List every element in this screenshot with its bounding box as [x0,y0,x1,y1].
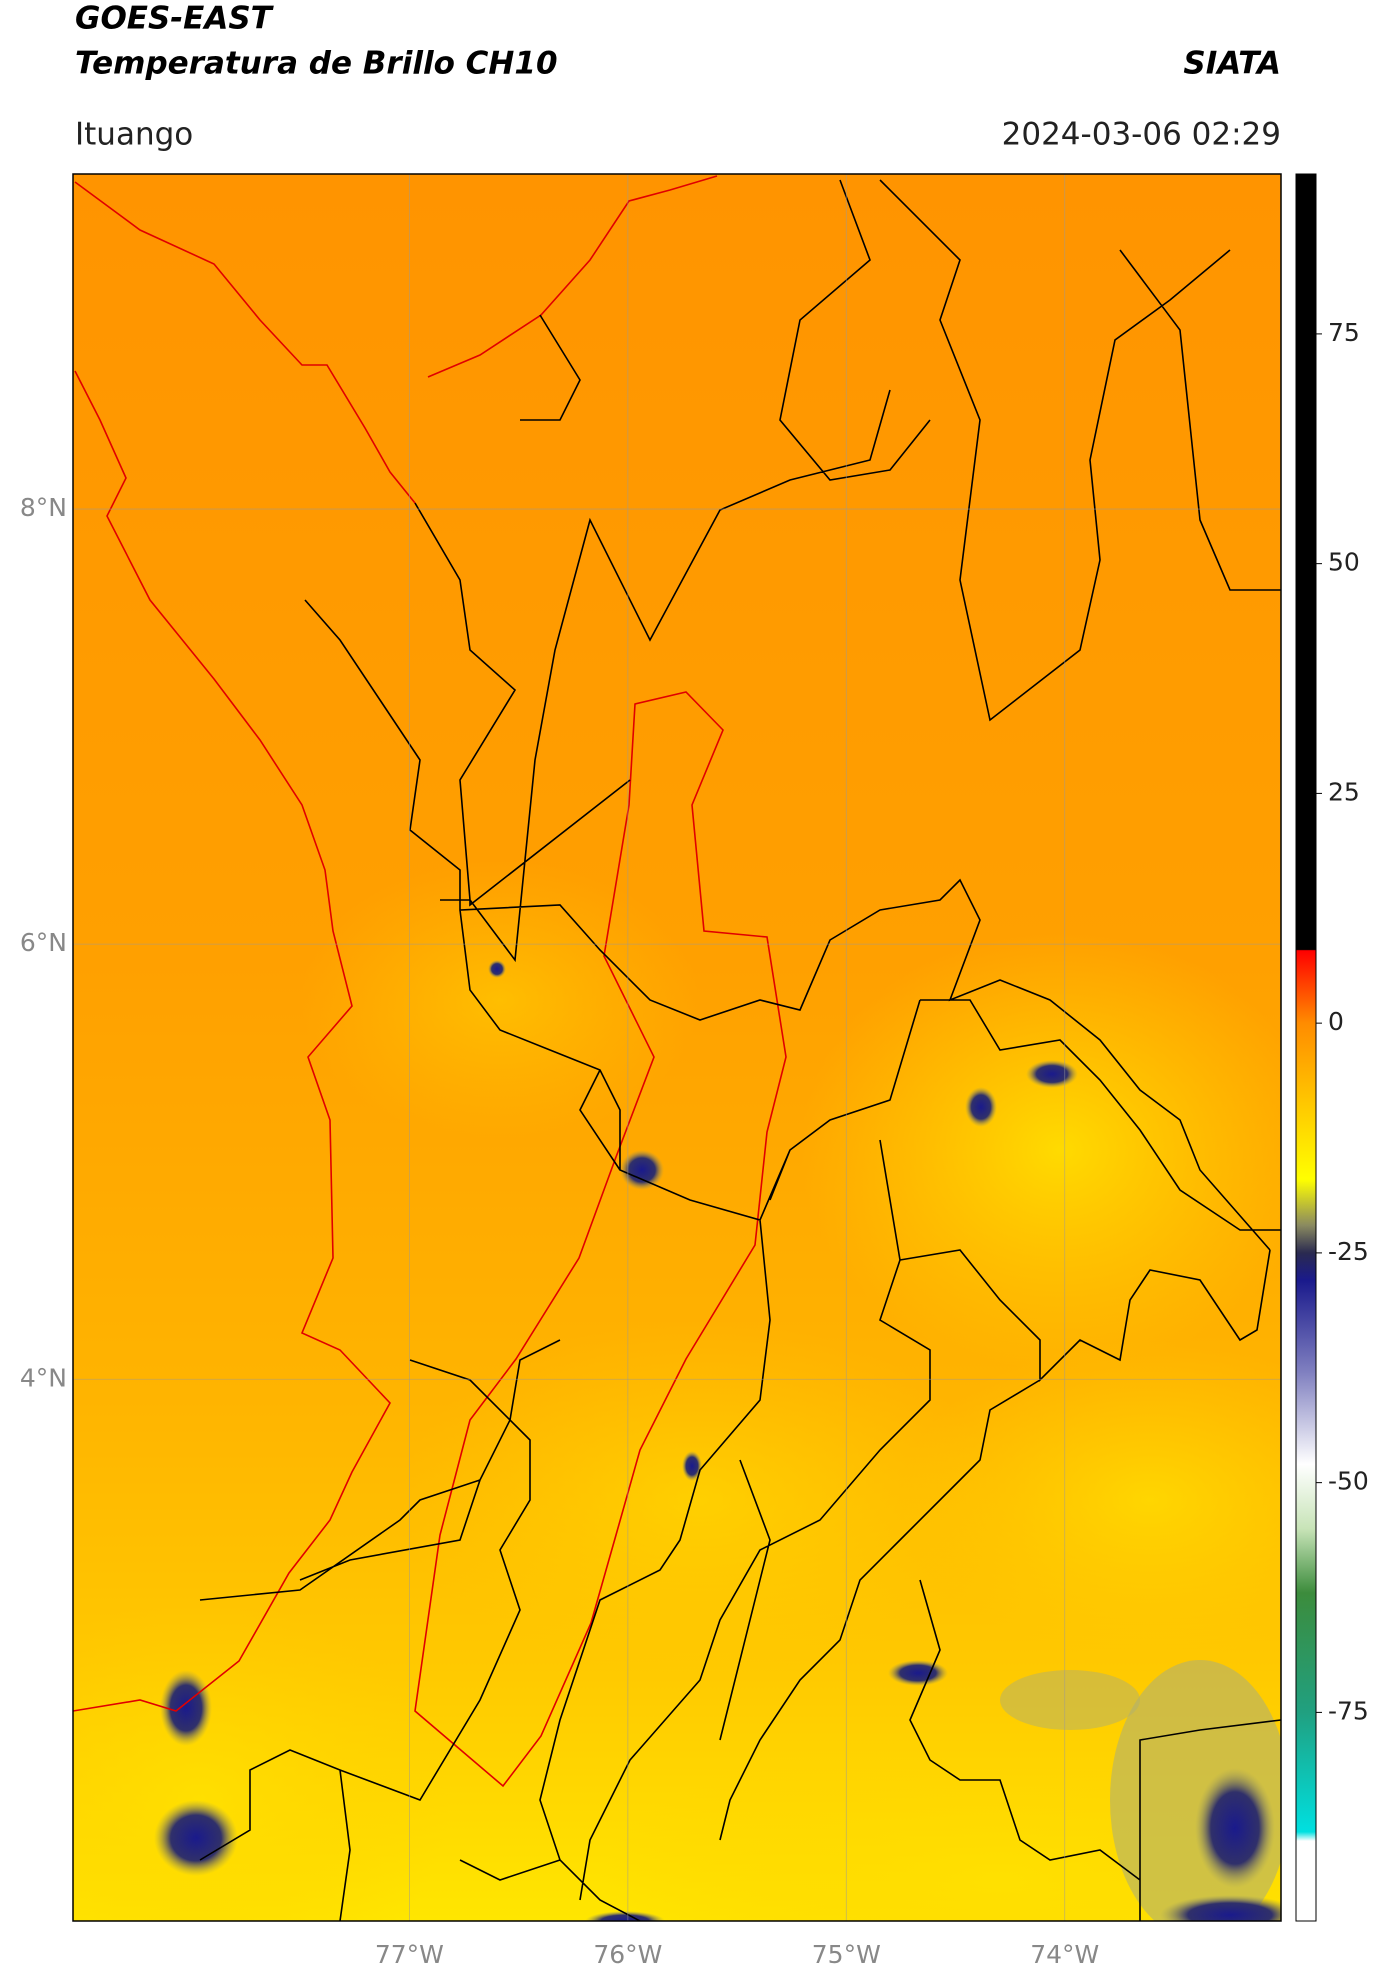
x-tick-label: 74°W [1030,1940,1099,1969]
map-image [73,174,1281,1921]
coastline [73,175,718,1712]
colorbar-tick-label: -25 [1328,1237,1369,1266]
y-tick-label: 4°N [20,1363,67,1392]
x-tick-label: 75°W [812,1940,881,1969]
basin-outline [414,691,787,1788]
colorbar-tick-label: -50 [1328,1467,1369,1496]
colorbar-tick-label: 75 [1328,318,1360,347]
colorbar-tick-label: -75 [1328,1696,1369,1725]
colorbar-tick-label: 0 [1328,1007,1344,1036]
x-tick-label: 77°W [375,1940,444,1969]
datetime: 2024-03-06 02:29 [1002,117,1281,153]
admin-borders [199,179,1281,1921]
y-tick-label: 8°N [20,493,67,522]
map-frame [72,173,1282,1922]
colorbar-tick-label: 50 [1328,548,1360,577]
graticule [73,174,1281,1921]
title: GOES-EAST [75,1,275,37]
source: SIATA [1183,46,1281,82]
x-tick-label: 76°W [593,1940,662,1969]
y-tick-label: 6°N [20,928,67,957]
colorbar [1295,173,1317,1922]
colorbar-tick-label: 25 [1328,777,1360,806]
subtitle: Temperatura de Brillo CH10 [75,46,558,82]
region: Ituango [75,117,193,153]
